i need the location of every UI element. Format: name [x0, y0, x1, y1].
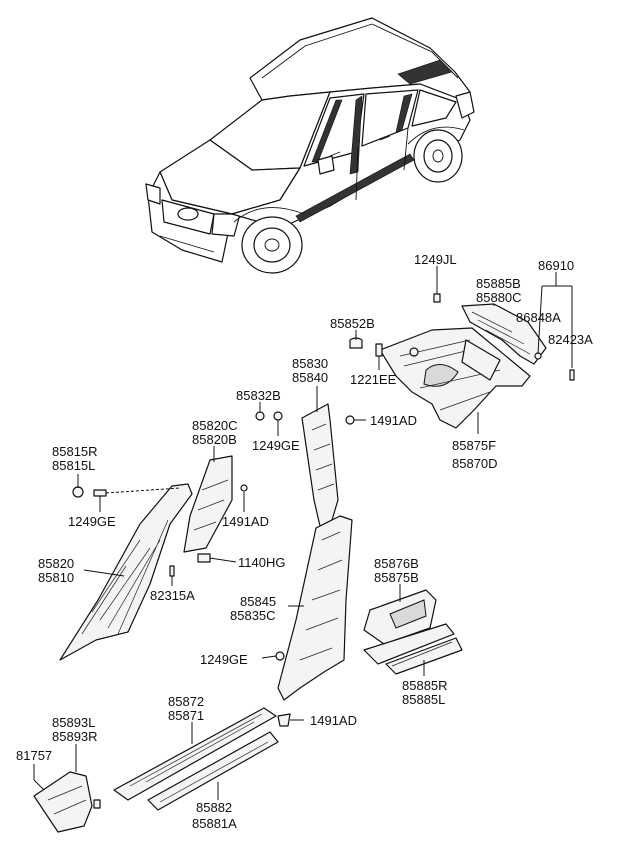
label-85880C: 85880C	[476, 290, 522, 305]
part-labels: 1249JL 85885B 85880C 86910 86848A 82423A…	[16, 252, 593, 831]
label-1249GE-lower: 1249GE	[200, 652, 248, 667]
part-front-pillar-lower	[59, 483, 193, 661]
label-85871: 85871	[168, 708, 204, 723]
label-85876B: 85876B	[374, 556, 419, 571]
part-front-pillar-upper	[169, 455, 248, 577]
label-1249GE-upper: 1249GE	[252, 438, 300, 453]
label-82423A: 82423A	[548, 332, 593, 347]
label-85835C: 85835C	[230, 608, 276, 623]
label-86848A: 86848A	[516, 310, 561, 325]
label-81757: 81757	[16, 748, 52, 763]
label-1249JL: 1249JL	[414, 252, 457, 267]
label-85885L: 85885L	[402, 692, 445, 707]
part-rear-scuff-upper	[363, 589, 437, 645]
part-b-pillar-upper	[255, 403, 355, 527]
label-85845: 85845	[240, 594, 276, 609]
label-85832B: 85832B	[236, 388, 281, 403]
fasteners-top-right	[349, 293, 575, 381]
label-85885R: 85885R	[402, 678, 448, 693]
label-85830: 85830	[292, 356, 328, 371]
label-1491AD-left: 1491AD	[222, 514, 269, 529]
label-85882: 85882	[196, 800, 232, 815]
part-kick-panel	[33, 771, 101, 833]
part-b-pillar-lower	[275, 515, 353, 727]
label-85840: 85840	[292, 370, 328, 385]
label-1249GE-left: 1249GE	[68, 514, 116, 529]
label-85875F: 85875F	[452, 438, 496, 453]
label-85815L: 85815L	[52, 458, 95, 473]
label-86910: 86910	[538, 258, 574, 273]
label-1221EE: 1221EE	[350, 372, 397, 387]
label-85893R: 85893R	[52, 729, 98, 744]
label-85820C: 85820C	[192, 418, 238, 433]
label-85820B: 85820B	[192, 432, 237, 447]
part-rear-scuff-lower	[363, 623, 463, 675]
label-85893L: 85893L	[52, 715, 95, 730]
part-front-scuff	[147, 731, 279, 811]
label-82315A: 82315A	[150, 588, 195, 603]
label-85875B: 85875B	[374, 570, 419, 585]
part-quarter-trim-upper	[379, 327, 531, 429]
label-1491AD-upper: 1491AD	[370, 413, 417, 428]
label-1140HG: 1140HG	[238, 555, 285, 570]
label-85872: 85872	[168, 694, 204, 709]
label-85815R: 85815R	[52, 444, 98, 459]
label-1491AD-lower: 1491AD	[310, 713, 357, 728]
label-85870D: 85870D	[452, 456, 498, 471]
label-85881A: 85881A	[192, 816, 237, 831]
vehicle-illustration	[145, 17, 475, 274]
label-85885B: 85885B	[476, 276, 521, 291]
label-85852B: 85852B	[330, 316, 375, 331]
part-front-sill	[113, 707, 277, 801]
label-85810: 85810	[38, 570, 74, 585]
label-85820: 85820	[38, 556, 74, 571]
part-85885b-trim	[461, 303, 547, 365]
leader-lines	[33, 266, 573, 800]
